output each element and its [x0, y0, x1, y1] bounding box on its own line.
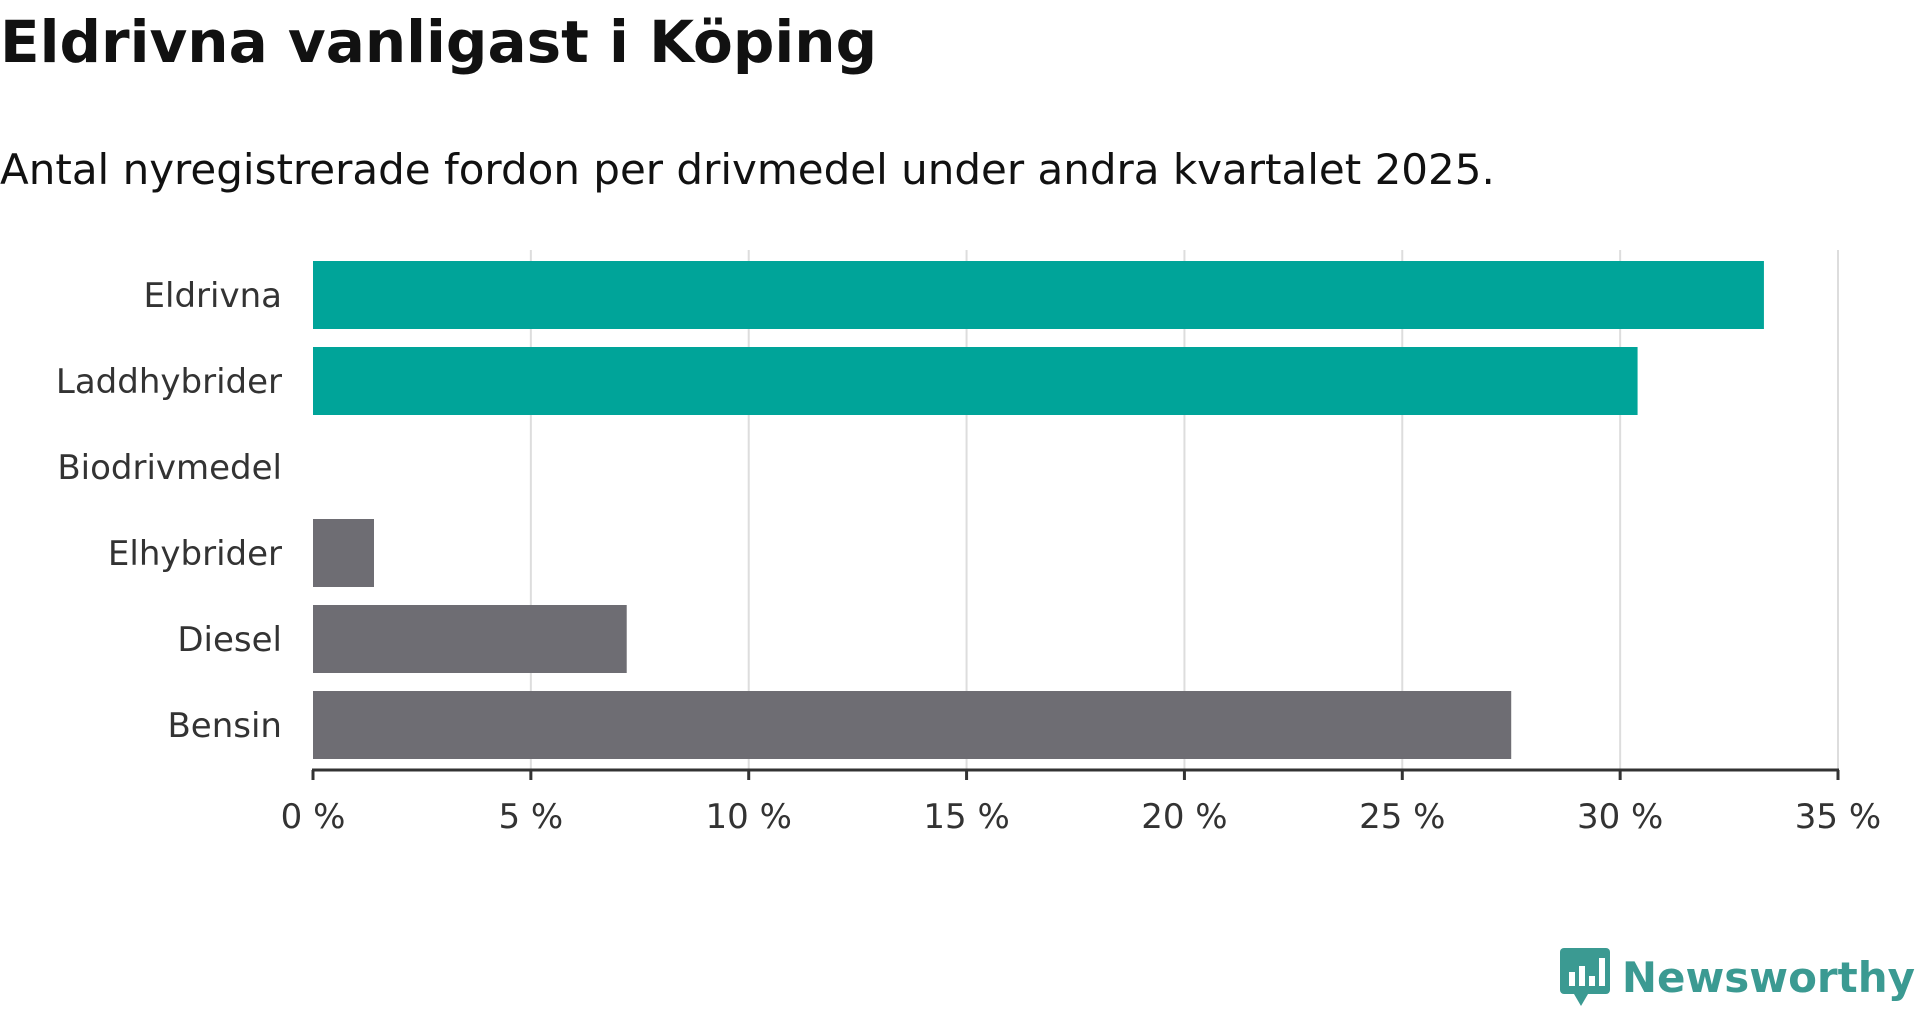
- x-tick-label-10: 10 %: [706, 797, 792, 837]
- x-tick-label-25: 25 %: [1359, 797, 1445, 837]
- logo-text: Newsworthy: [1621, 952, 1915, 1002]
- category-label-elhybrider: Elhybrider: [108, 534, 282, 574]
- bar-diesel: [313, 605, 627, 673]
- grid-lines: [529, 250, 1839, 770]
- x-tick-label-30: 30 %: [1577, 797, 1663, 837]
- bar-eldrivna: [313, 261, 1764, 329]
- category-labels: Eldrivna Laddhybrider Biodrivmedel Elhybrid…: [56, 276, 282, 746]
- bar-elhybrider: [313, 519, 374, 587]
- category-label-eldrivna: Eldrivna: [144, 276, 282, 316]
- bar-chart: 0 % 5 % 10 % 15 % 20 % 25 % 30 % 35 % Eldrivna L…: [56, 250, 1881, 837]
- chart-subtitle: Antal nyregistrerade fordon per drivmede…: [0, 145, 1495, 194]
- chart-title: Eldrivna vanligast i Köping: [0, 8, 878, 76]
- bars: [313, 261, 1764, 759]
- x-tick-label-35: 35 %: [1795, 797, 1881, 837]
- category-label-diesel: Diesel: [177, 620, 282, 660]
- x-tick-label-5: 5 %: [498, 797, 563, 837]
- x-tick-label-15: 15 %: [923, 797, 1009, 837]
- bar-chart-speech-bubble-icon: [1559, 948, 1610, 1006]
- category-label-laddhybrider: Laddhybrider: [56, 362, 282, 402]
- category-label-bensin: Bensin: [167, 706, 282, 746]
- category-label-biodrivmedel: Biodrivmedel: [57, 448, 282, 488]
- newsworthy-logo: Newsworthy: [1559, 944, 1915, 1010]
- x-tick-label-0: 0 %: [281, 797, 346, 837]
- x-tick-label-20: 20 %: [1141, 797, 1227, 837]
- bar-laddhybrider: [313, 347, 1638, 415]
- bar-bensin: [313, 691, 1512, 759]
- x-axis: 0 % 5 % 10 % 15 % 20 % 25 % 30 % 35 %: [281, 768, 1881, 837]
